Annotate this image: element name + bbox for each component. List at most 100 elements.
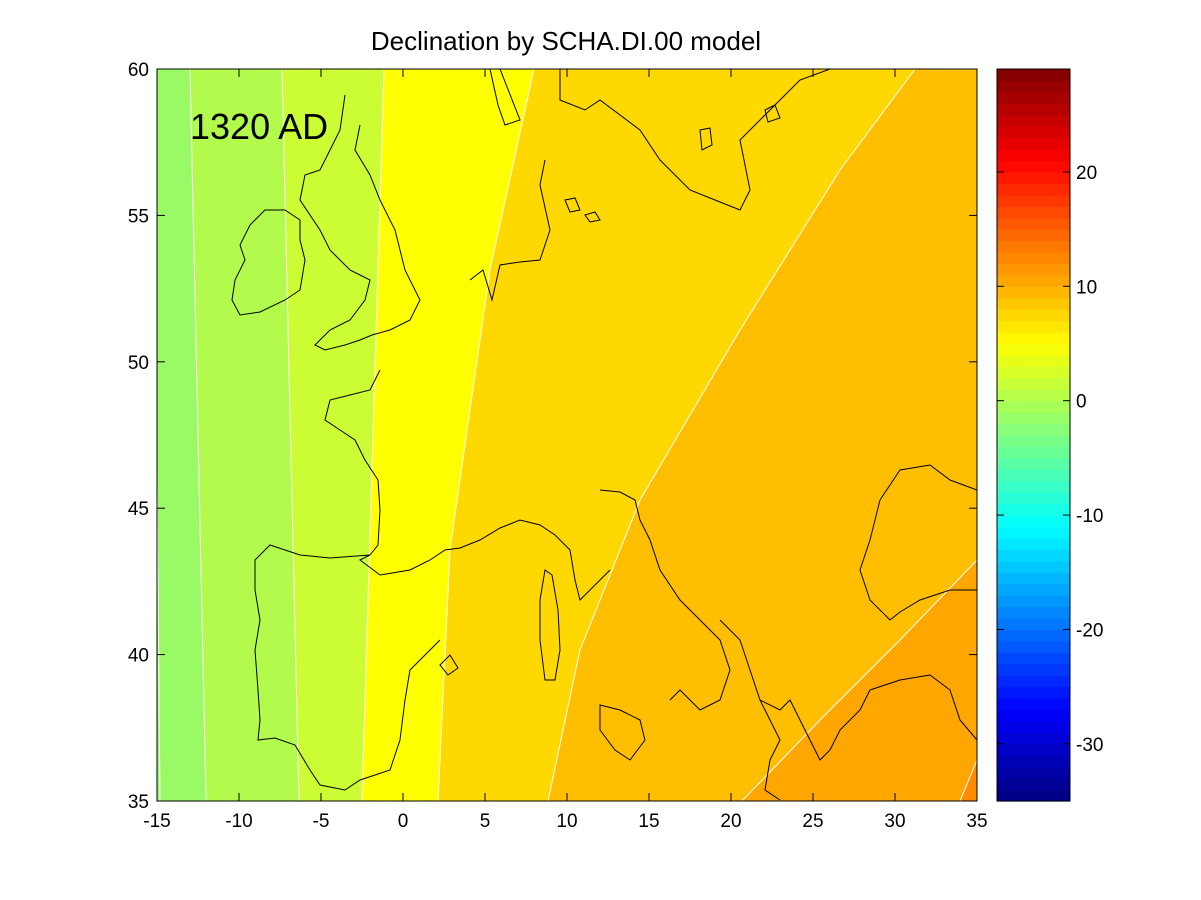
coastline-islands: [699, 127, 713, 151]
coastline-islands: [764, 104, 781, 123]
colorbar-cell: [997, 789, 1070, 802]
colorbar-cell: [997, 91, 1070, 104]
colorbar-cell: [997, 446, 1070, 459]
x-tick-label: 35: [966, 811, 987, 832]
coastline-scandinavia: [489, 69, 521, 126]
coastline-denmark: [469, 159, 551, 302]
colorbar-cell: [997, 766, 1070, 779]
contour-line: [281, 69, 300, 801]
y-tick-label: 35: [128, 792, 149, 813]
colorbar-cell: [997, 606, 1070, 619]
colorbar-cell: [997, 572, 1070, 585]
x-axis-ticks: -15 -10 -5 0 5 10 15 20 25 30 35: [143, 69, 988, 832]
colorbar-cell: [997, 732, 1070, 745]
colorbar-cell: [997, 686, 1070, 699]
x-tick-label: -10: [225, 811, 252, 832]
coastline-islands: [439, 654, 459, 676]
colorbar-cell: [997, 698, 1070, 711]
colorbar-cell: [997, 377, 1070, 390]
colorbar-cell: [997, 778, 1070, 791]
contour-line: [547, 69, 916, 801]
y-tick-label: 45: [128, 499, 149, 520]
coastline-islands: [564, 197, 581, 213]
colorbar-cell: [997, 526, 1070, 539]
colorbar-cell: [997, 149, 1070, 162]
colorbar-cell: [997, 297, 1070, 310]
colorbar-cell: [997, 332, 1070, 345]
colorbar-cell: [997, 137, 1070, 150]
colorbar-cell: [997, 366, 1070, 379]
coastline-balkans: [719, 619, 871, 761]
x-tick-label: 20: [720, 811, 741, 832]
colorbar-cell: [997, 103, 1070, 116]
colorbar-cell: [997, 720, 1070, 733]
colorbar-cell: [997, 560, 1070, 573]
colorbar-cell: [997, 480, 1070, 493]
colorbar-cell: [997, 618, 1070, 631]
colorbar-tick-label: -20: [1076, 620, 1103, 641]
coastline-black-sea: [859, 499, 977, 621]
colorbar-cell: [997, 709, 1070, 722]
colorbar-cell: [997, 80, 1070, 93]
colorbar-tick-label: 0: [1076, 392, 1087, 413]
colorbar-cell: [997, 503, 1070, 516]
coastline-gb: [299, 94, 421, 351]
coastlines: [231, 69, 977, 801]
colorbar-cell: [997, 160, 1070, 173]
colorbar-cell: [997, 274, 1070, 287]
colorbar-cell: [997, 252, 1070, 265]
x-tick-label: 25: [802, 811, 823, 832]
colorbar-cell: [997, 652, 1070, 665]
colorbar-cell: [997, 206, 1070, 219]
colorbar-cell: [997, 286, 1070, 299]
coastline-black-sea: [879, 464, 977, 501]
coastline-greece: [759, 699, 781, 801]
colorbar: 20 10 0 -10 -20 -30: [996, 68, 1103, 802]
colorbar-cell: [997, 435, 1070, 448]
colorbar-tick-label: -10: [1076, 506, 1103, 527]
colorbar-cell: [997, 400, 1070, 413]
coastline-ireland: [231, 209, 306, 316]
colorbar-cell: [997, 423, 1070, 436]
colorbar-cell: [997, 309, 1070, 322]
colorbar-cell: [997, 755, 1070, 768]
colorbar-tick-label: -30: [1076, 735, 1103, 756]
x-tick-label: -5: [313, 811, 330, 832]
colorbar-cell: [997, 663, 1070, 676]
y-tick-label: 60: [128, 60, 149, 81]
colorbar-tick-label: 20: [1076, 163, 1097, 184]
colorbar-cell: [997, 675, 1070, 688]
coastline-iberia: [254, 544, 441, 791]
colorbar-cells: [997, 69, 1070, 802]
colorbar-cell: [997, 583, 1070, 596]
x-tick-label: 10: [556, 811, 577, 832]
colorbar-cell: [997, 114, 1070, 127]
colorbar-cell: [997, 240, 1070, 253]
colorbar-cell: [997, 595, 1070, 608]
contour-lines: [157, 69, 977, 801]
coastline-islands: [584, 211, 601, 223]
colorbar-cell: [997, 229, 1070, 242]
colorbar-cell: [997, 469, 1070, 482]
colorbar-cell: [997, 263, 1070, 276]
colorbar-cell: [997, 217, 1070, 230]
contour-line: [189, 69, 207, 801]
contour-line: [959, 759, 977, 801]
x-tick-label: -15: [143, 811, 170, 832]
contour-bands: [157, 69, 977, 801]
colorbar-cell: [997, 389, 1070, 402]
coastline-scandinavia: [559, 69, 831, 211]
coastline-sicily: [599, 704, 646, 761]
colorbar-cell: [997, 194, 1070, 207]
coastline-sardinia: [539, 569, 561, 681]
colorbar-cell: [997, 412, 1070, 425]
colorbar-ticks: 20 10 0 -10 -20 -30: [997, 163, 1103, 756]
colorbar-cell: [997, 69, 1070, 82]
coastline-turkey: [869, 674, 977, 741]
colorbar-cell: [997, 640, 1070, 653]
coastline-italy: [599, 489, 731, 711]
colorbar-cell: [997, 743, 1070, 756]
colorbar-cell: [997, 537, 1070, 550]
colorbar-cell: [997, 126, 1070, 139]
